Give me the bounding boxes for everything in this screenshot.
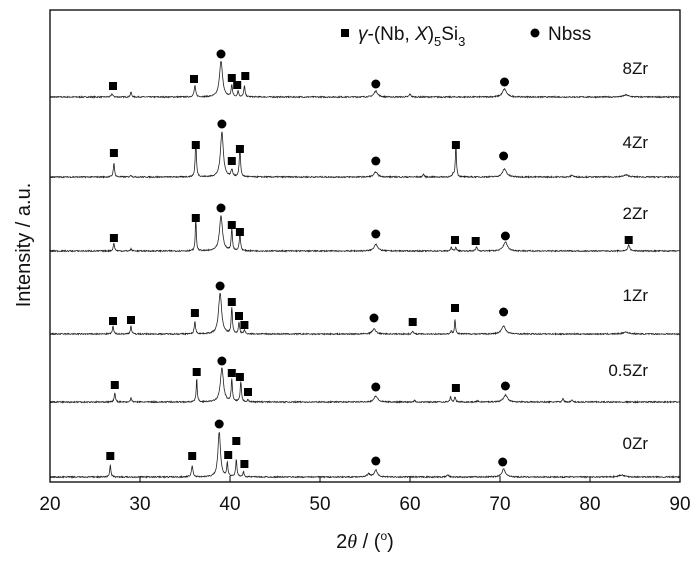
phase-marker-square xyxy=(109,234,118,242)
phase-marker-square xyxy=(227,157,236,165)
phase-marker-square xyxy=(109,149,118,157)
xrd-pattern-4Zr xyxy=(49,131,681,179)
series-2Zr: 2Zr xyxy=(49,203,681,253)
phase-marker-square xyxy=(471,237,480,245)
phase-marker-circle xyxy=(499,151,509,161)
phase-marker-square xyxy=(451,236,459,244)
phase-marker-circle xyxy=(216,203,226,213)
phase-marker-circle xyxy=(217,119,227,129)
phase-marker-square xyxy=(240,460,249,468)
x-tick-label: 20 xyxy=(39,494,60,515)
phase-marker-square xyxy=(451,141,460,149)
y-axis-label: Intensity / a.u. xyxy=(13,183,35,308)
phase-marker-square xyxy=(191,141,200,149)
series-label: 1Zr xyxy=(623,286,649,305)
phase-marker-square xyxy=(451,384,460,392)
series-4Zr: 4Zr xyxy=(49,119,681,179)
phase-marker-square xyxy=(109,82,117,90)
phase-marker-square xyxy=(227,221,236,229)
xrd-pattern-0Zr xyxy=(50,432,680,479)
x-tick-label: 30 xyxy=(129,494,150,515)
legend-label-silicide: γ-(Nb, X)5Si3 xyxy=(358,24,465,49)
series-label: 0Zr xyxy=(623,434,649,453)
phase-marker-square xyxy=(240,321,249,329)
phase-marker-square xyxy=(235,312,243,320)
x-tick-label: 60 xyxy=(399,494,420,515)
phase-marker-square xyxy=(109,317,117,325)
series-label: 4Zr xyxy=(623,133,649,152)
phase-marker-circle xyxy=(371,156,381,166)
plot-frame xyxy=(49,9,681,483)
phase-marker-circle xyxy=(217,356,227,366)
x-tick-label: 40 xyxy=(219,494,240,515)
legend-square-marker xyxy=(341,29,349,37)
phase-marker-square xyxy=(190,309,199,317)
phase-marker-square xyxy=(188,452,197,460)
series-label: 8Zr xyxy=(623,59,649,78)
x-tick-label: 80 xyxy=(579,494,600,515)
phase-marker-circle xyxy=(500,77,509,87)
xrd-pattern-0.5Zr xyxy=(49,367,681,404)
legend-label-nbss: Nbss xyxy=(548,24,591,45)
phase-marker-square xyxy=(106,452,115,460)
x-tick-label: 90 xyxy=(669,494,690,515)
series-0.5Zr: 0.5Zr xyxy=(49,356,681,404)
xrd-pattern-1Zr xyxy=(49,292,681,336)
phase-marker-circle xyxy=(499,307,509,317)
phase-marker-square xyxy=(227,298,236,306)
phase-marker-circle xyxy=(500,231,510,241)
phase-marker-square xyxy=(235,373,244,381)
phase-marker-circle xyxy=(214,419,224,429)
phase-marker-circle xyxy=(498,457,508,467)
phase-marker-circle xyxy=(371,456,381,466)
phase-marker-square xyxy=(224,451,233,459)
phase-marker-circle xyxy=(216,49,226,59)
phase-marker-square xyxy=(233,81,242,89)
phase-marker-square xyxy=(451,304,459,312)
phase-marker-square xyxy=(127,316,135,324)
phase-marker-circle xyxy=(371,229,381,239)
legend-circle-marker xyxy=(530,28,540,38)
legend: γ-(Nb, X)5Si3 Nbss xyxy=(341,24,591,49)
phase-marker-square xyxy=(408,318,417,326)
phase-marker-square xyxy=(190,75,198,83)
series-8Zr: 8Zr xyxy=(49,49,680,99)
series-label: 0.5Zr xyxy=(608,361,648,380)
x-tick-label: 50 xyxy=(309,494,330,515)
phase-marker-square xyxy=(235,145,244,153)
phase-marker-circle xyxy=(369,313,379,323)
phase-marker-square xyxy=(624,236,633,244)
phase-marker-circle xyxy=(371,79,381,89)
phase-marker-square xyxy=(232,437,241,445)
phase-marker-square xyxy=(227,369,236,377)
series-label: 2Zr xyxy=(623,204,649,223)
phase-marker-square xyxy=(241,72,250,80)
phase-marker-square xyxy=(244,388,252,396)
xrd-pattern-2Zr xyxy=(49,215,681,253)
phase-marker-square xyxy=(110,381,119,389)
phase-marker-square xyxy=(227,74,236,82)
phase-marker-square xyxy=(192,368,201,376)
phase-marker-square xyxy=(235,228,244,236)
phase-marker-square xyxy=(191,214,200,222)
series-1Zr: 1Zr xyxy=(49,281,681,336)
phase-marker-circle xyxy=(215,281,225,291)
x-axis-label: 2θ / (o) xyxy=(336,529,394,553)
series-0Zr: 0Zr xyxy=(50,419,680,479)
phase-marker-circle xyxy=(371,382,381,392)
x-tick-label: 70 xyxy=(489,494,510,515)
xrd-pattern-8Zr xyxy=(49,60,680,99)
phase-marker-circle xyxy=(500,381,510,391)
